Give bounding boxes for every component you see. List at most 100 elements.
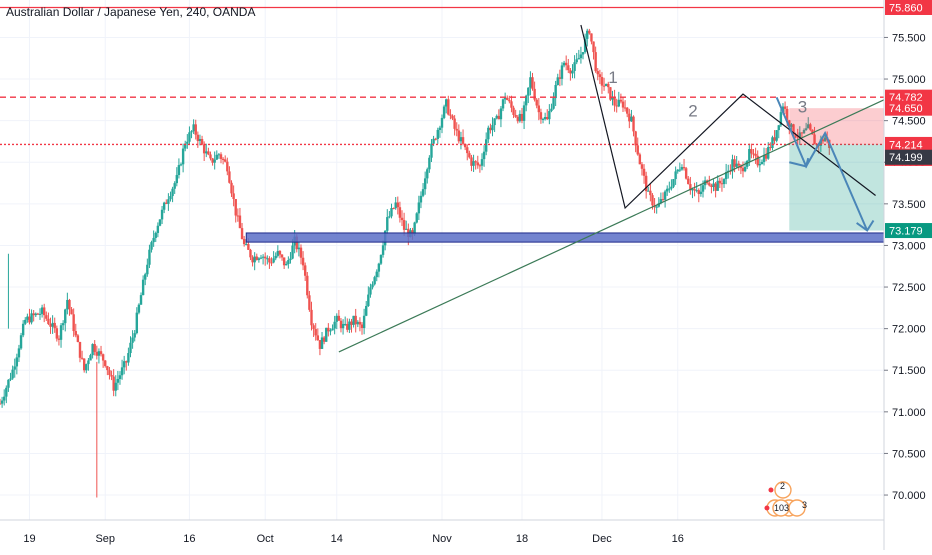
candle-body — [748, 149, 751, 161]
candle-body — [146, 264, 149, 275]
candle — [257, 257, 261, 263]
candle — [621, 96, 625, 112]
candle-body — [150, 242, 153, 250]
candle-body — [85, 364, 88, 371]
candle-body — [684, 168, 688, 179]
candle-body — [714, 183, 717, 191]
candle — [442, 104, 446, 120]
candle-body — [379, 254, 383, 264]
candle-body — [264, 256, 267, 259]
candle — [529, 71, 532, 96]
candle — [575, 52, 578, 65]
x-tick-label: 18 — [516, 533, 528, 545]
candle — [493, 118, 496, 133]
candle-body — [518, 113, 522, 122]
candle-body — [609, 87, 612, 100]
candle-body — [617, 99, 620, 107]
candle — [628, 108, 631, 129]
candle — [398, 201, 402, 223]
candle — [590, 33, 593, 45]
candle-body — [672, 179, 675, 187]
candle — [472, 154, 475, 172]
candle — [369, 283, 372, 298]
candle — [249, 248, 252, 261]
candle-body — [491, 125, 494, 131]
candle — [352, 315, 355, 328]
candle-body — [11, 369, 14, 379]
candle-body — [295, 236, 298, 250]
candle-body — [314, 329, 317, 336]
candle — [224, 155, 227, 163]
candle — [89, 353, 92, 361]
candle — [97, 348, 101, 364]
candle — [792, 123, 795, 136]
candle — [674, 166, 677, 185]
wave-label: 3 — [798, 97, 807, 116]
candle-body — [571, 70, 574, 74]
candle — [110, 370, 113, 381]
candle-body — [17, 348, 21, 358]
candle-body — [693, 189, 696, 191]
candle-body — [373, 277, 376, 285]
candle-body — [785, 108, 789, 121]
candle — [230, 180, 233, 197]
candle — [196, 131, 200, 148]
candle — [371, 281, 374, 290]
candle — [325, 327, 328, 342]
candle-body — [739, 165, 743, 169]
candle-body — [247, 244, 250, 250]
event-badge-text: 3 — [802, 500, 807, 510]
candle — [171, 186, 174, 203]
candle — [276, 245, 280, 258]
candle — [613, 89, 616, 112]
candle — [173, 181, 176, 194]
candle — [482, 145, 486, 167]
candle — [360, 322, 364, 335]
candle-body — [699, 191, 703, 195]
candle-body — [333, 321, 336, 329]
candle — [297, 241, 301, 257]
candle-body — [3, 396, 6, 401]
candle — [541, 117, 545, 124]
candle-body — [186, 141, 189, 144]
candle — [310, 301, 313, 331]
candle — [533, 81, 536, 102]
candle — [611, 90, 614, 106]
candle — [718, 177, 722, 189]
candle — [209, 151, 212, 161]
candle-body — [564, 62, 568, 66]
candle-body — [600, 77, 604, 86]
candle — [470, 154, 473, 172]
candle-body — [449, 114, 452, 116]
candle-body — [211, 158, 214, 163]
candle — [453, 115, 456, 136]
candle-body — [137, 304, 141, 313]
candle — [474, 160, 477, 170]
candle-body — [682, 167, 686, 169]
candle-body — [423, 178, 427, 190]
candle — [165, 199, 168, 205]
candle-body — [196, 134, 200, 142]
candle-body — [499, 108, 503, 120]
candle — [268, 256, 271, 269]
candle — [655, 204, 658, 214]
candle — [240, 222, 244, 240]
x-tick-label: Sep — [95, 533, 115, 545]
candle — [434, 137, 437, 141]
candle — [148, 244, 151, 269]
candle-body — [154, 232, 157, 238]
candle-body — [228, 171, 231, 183]
candle — [750, 143, 753, 159]
candle — [299, 244, 303, 265]
candle-body — [758, 164, 762, 166]
candle — [514, 109, 517, 119]
candle-body — [598, 74, 602, 78]
candle-body — [125, 361, 128, 363]
candle — [710, 183, 713, 194]
candle-body — [381, 245, 385, 255]
candle-body — [760, 161, 764, 165]
candle-body — [82, 358, 86, 371]
candle — [144, 272, 147, 286]
candle — [689, 176, 692, 195]
